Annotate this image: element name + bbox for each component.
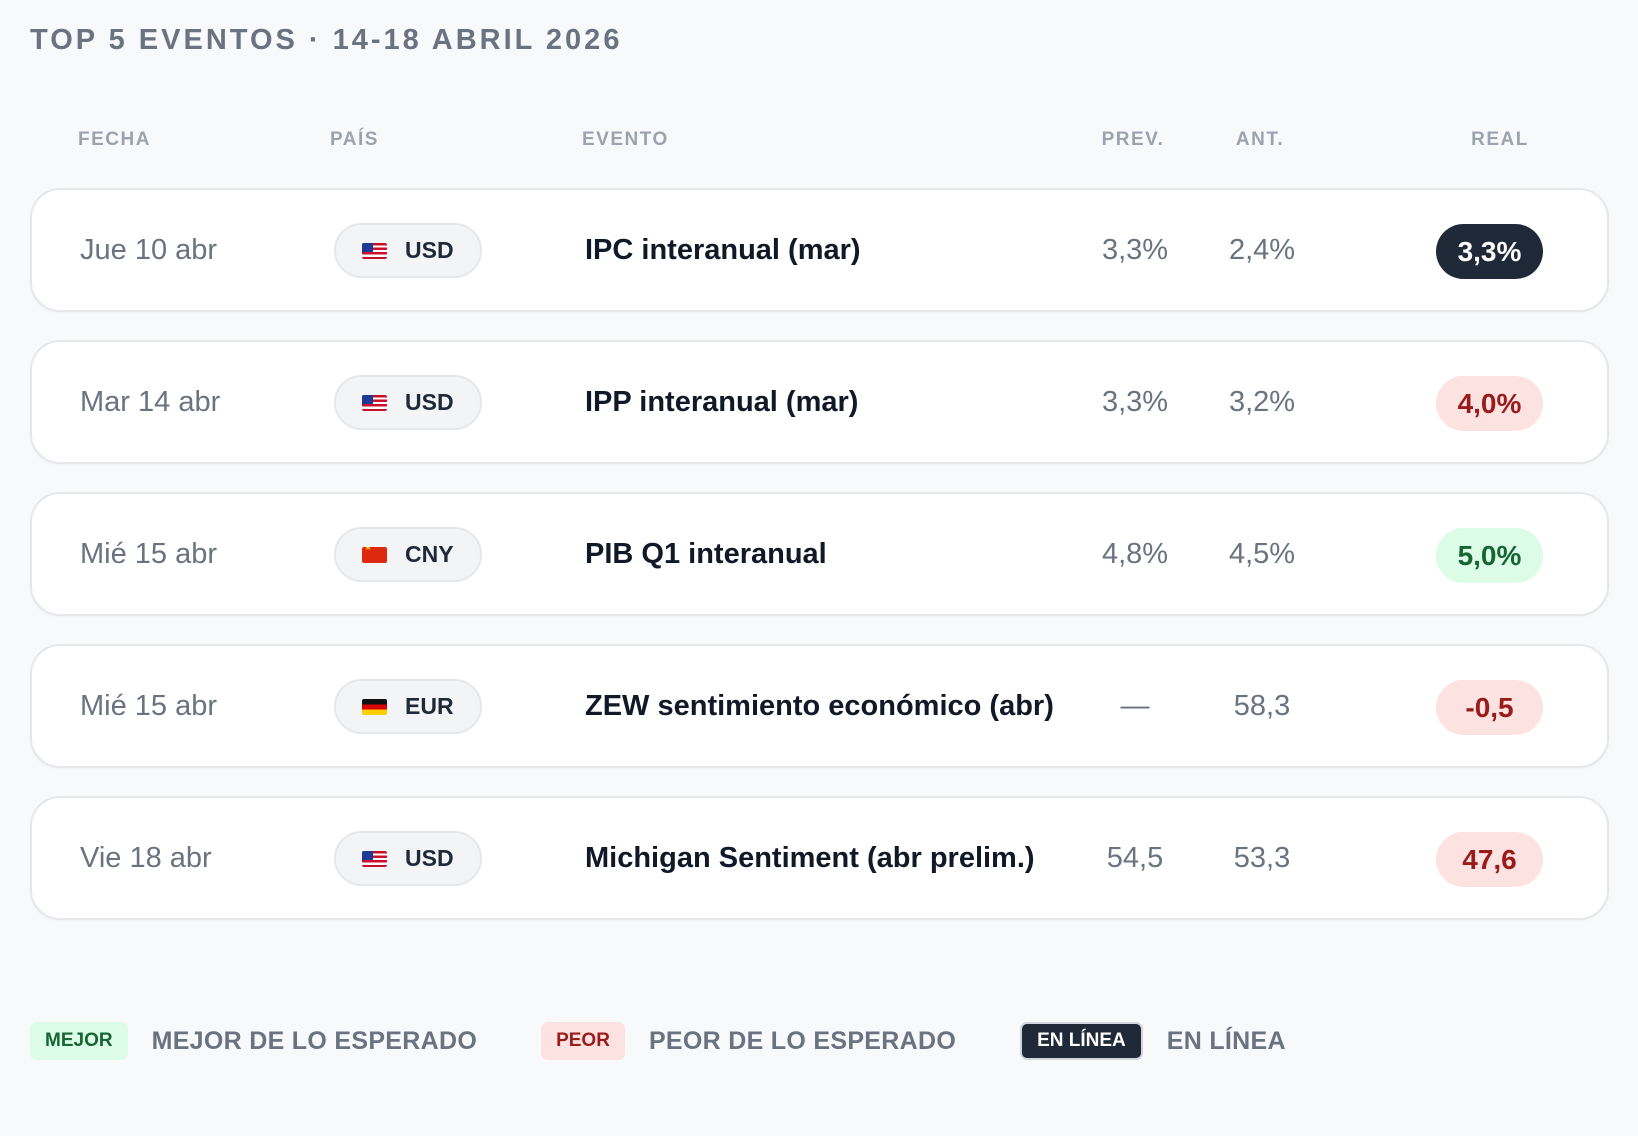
event-ant-value: 3,2%	[1228, 385, 1296, 418]
event-prev-value: —	[1120, 689, 1150, 722]
event-row[interactable]: Vie 18 abr USD Michigan Sentiment (abr p…	[30, 796, 1609, 920]
event-date: Mié 15 abr	[80, 689, 218, 722]
country-pill: USD	[334, 831, 482, 886]
column-header-date: FECHA	[78, 129, 151, 150]
country-pill: CNY	[334, 527, 482, 582]
country-pill: USD	[334, 223, 482, 278]
legend-label-better: MEJOR DE LO ESPERADO	[151, 1026, 478, 1055]
us-flag-icon	[362, 850, 387, 867]
event-real-badge: 3,3%	[1436, 224, 1543, 279]
column-header-event: EVENTO	[582, 129, 669, 150]
column-header-real: REAL	[1471, 129, 1529, 150]
event-ant-value: 53,3	[1233, 841, 1291, 874]
event-row[interactable]: Mié 15 abr EUR ZEW sentimiento económico…	[30, 644, 1609, 768]
de-flag-icon	[362, 698, 387, 715]
event-row[interactable]: Mié 15 abr CNY PIB Q1 interanual 4,8% 4,…	[30, 492, 1609, 616]
event-real-badge: 47,6	[1436, 832, 1543, 887]
us-flag-icon	[362, 242, 387, 259]
event-real-badge: -0,5	[1436, 680, 1543, 735]
column-header-prev: PREV.	[1101, 129, 1165, 150]
column-header-country: PAÍS	[330, 129, 379, 150]
event-row[interactable]: Jue 10 abr USD IPC interanual (mar) 3,3%…	[30, 188, 1609, 312]
event-ant-value: 2,4%	[1228, 233, 1296, 266]
currency-code: EUR	[405, 693, 454, 719]
event-date: Mar 14 abr	[80, 385, 221, 418]
events-table: Jue 10 abr USD IPC interanual (mar) 3,3%…	[30, 188, 1609, 948]
currency-code: CNY	[405, 541, 454, 567]
page-title: TOP 5 EVENTOS · 14-18 ABRIL 2026	[30, 24, 623, 56]
event-date: Vie 18 abr	[80, 841, 212, 874]
event-name: IPC interanual (mar)	[585, 233, 861, 266]
event-date: Mié 15 abr	[80, 537, 218, 570]
legend-item-inline: EN LÍNEA EN LÍNEA	[1020, 1022, 1286, 1060]
event-prev-value: 3,3%	[1101, 385, 1169, 418]
legend-badge-worse: PEOR	[541, 1022, 625, 1060]
legend-badge-better: MEJOR	[30, 1022, 128, 1060]
event-ant-value: 58,3	[1233, 689, 1291, 722]
legend-label-worse: PEOR DE LO ESPERADO	[648, 1026, 957, 1055]
us-flag-icon	[362, 394, 387, 411]
cn-flag-icon	[362, 546, 387, 563]
event-prev-value: 54,5	[1106, 841, 1164, 874]
legend-label-inline: EN LÍNEA	[1166, 1026, 1286, 1055]
event-name: IPP interanual (mar)	[585, 385, 859, 418]
legend-item-worse: PEOR PEOR DE LO ESPERADO	[541, 1022, 956, 1060]
event-real-badge: 4,0%	[1436, 376, 1543, 431]
event-row[interactable]: Mar 14 abr USD IPP interanual (mar) 3,3%…	[30, 340, 1609, 464]
legend-item-better: MEJOR MEJOR DE LO ESPERADO	[30, 1022, 477, 1060]
event-date: Jue 10 abr	[80, 233, 218, 266]
event-ant-value: 4,5%	[1228, 537, 1296, 570]
event-prev-value: 3,3%	[1101, 233, 1169, 266]
event-name: Michigan Sentiment (abr prelim.)	[585, 841, 1035, 874]
legend-badge-inline: EN LÍNEA	[1020, 1022, 1143, 1060]
event-name: PIB Q1 interanual	[585, 537, 827, 570]
country-pill: EUR	[334, 679, 482, 734]
column-header-ant: ANT.	[1235, 129, 1285, 150]
event-prev-value: 4,8%	[1101, 537, 1169, 570]
country-pill: USD	[334, 375, 482, 430]
event-name: ZEW sentimiento económico (abr)	[585, 689, 1054, 722]
currency-code: USD	[405, 845, 454, 871]
event-real-badge: 5,0%	[1436, 528, 1543, 583]
currency-code: USD	[405, 389, 454, 415]
currency-code: USD	[405, 237, 454, 263]
legend: MEJOR MEJOR DE LO ESPERADO PEOR PEOR DE …	[30, 1021, 1350, 1061]
